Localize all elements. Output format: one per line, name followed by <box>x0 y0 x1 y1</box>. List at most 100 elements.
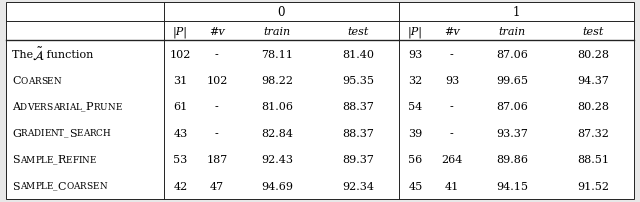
Text: 45: 45 <box>408 181 422 191</box>
Text: 93: 93 <box>445 76 459 86</box>
Text: 0: 0 <box>278 6 285 19</box>
Text: A: A <box>28 76 34 85</box>
Text: 93.37: 93.37 <box>497 128 529 138</box>
Text: T: T <box>58 129 65 138</box>
Text: S: S <box>41 76 47 85</box>
Text: |P|: |P| <box>173 26 188 37</box>
Text: O: O <box>20 76 28 85</box>
Text: O: O <box>67 181 74 190</box>
Text: E: E <box>44 129 51 138</box>
Text: 187: 187 <box>206 155 227 165</box>
Text: 80.28: 80.28 <box>577 49 609 59</box>
Text: U: U <box>100 102 108 112</box>
Text: 81.06: 81.06 <box>261 102 293 112</box>
Text: 95.35: 95.35 <box>342 76 374 86</box>
Text: E: E <box>115 102 122 112</box>
Text: 98.22: 98.22 <box>261 76 293 86</box>
Text: 78.11: 78.11 <box>262 49 293 59</box>
Text: D: D <box>20 102 27 112</box>
Text: H: H <box>102 129 110 138</box>
Text: I: I <box>79 155 82 164</box>
Text: A: A <box>74 181 80 190</box>
Text: #ᴠ: #ᴠ <box>209 27 225 37</box>
Text: 80.28: 80.28 <box>577 102 609 112</box>
Text: -: - <box>450 49 454 59</box>
Text: A: A <box>52 102 59 112</box>
Text: 94.15: 94.15 <box>497 181 529 191</box>
Text: 92.43: 92.43 <box>261 155 293 165</box>
Text: 91.52: 91.52 <box>577 181 609 191</box>
Text: P: P <box>86 102 93 112</box>
Text: 56: 56 <box>408 155 422 165</box>
Text: 32: 32 <box>408 76 422 86</box>
Text: A: A <box>69 102 76 112</box>
Text: 39: 39 <box>408 128 422 138</box>
Text: R: R <box>40 102 46 112</box>
Text: $\tilde{\mathcal{A}}$: $\tilde{\mathcal{A}}$ <box>32 46 45 63</box>
Text: test: test <box>583 27 604 37</box>
Text: D: D <box>34 129 41 138</box>
Text: train: train <box>264 27 291 37</box>
Text: S: S <box>46 102 52 112</box>
Text: _: _ <box>53 155 58 164</box>
Text: E: E <box>47 76 53 85</box>
Text: C: C <box>58 181 67 191</box>
Text: S: S <box>12 155 20 165</box>
Text: L: L <box>41 155 47 164</box>
Text: R: R <box>93 102 100 112</box>
Text: _: _ <box>81 102 86 112</box>
Text: N: N <box>51 129 58 138</box>
Text: 99.65: 99.65 <box>497 76 529 86</box>
Text: 94.37: 94.37 <box>577 76 609 86</box>
Text: E: E <box>66 155 72 164</box>
Text: E: E <box>33 102 40 112</box>
Text: P: P <box>35 181 41 190</box>
Text: 82.84: 82.84 <box>261 128 293 138</box>
Text: The: The <box>12 49 36 59</box>
Text: S: S <box>69 128 77 138</box>
Text: 53: 53 <box>173 155 188 165</box>
Text: -: - <box>215 49 219 59</box>
Text: 89.86: 89.86 <box>497 155 529 165</box>
Text: 88.51: 88.51 <box>577 155 609 165</box>
Text: 94.69: 94.69 <box>261 181 293 191</box>
Text: 264: 264 <box>441 155 463 165</box>
Text: -: - <box>215 102 219 112</box>
Text: -: - <box>215 128 219 138</box>
Text: 88.37: 88.37 <box>342 128 374 138</box>
Text: S: S <box>12 181 20 191</box>
Text: 102: 102 <box>170 49 191 59</box>
Text: E: E <box>93 181 99 190</box>
Text: I: I <box>66 102 69 112</box>
Text: L: L <box>76 102 81 112</box>
Text: 87.32: 87.32 <box>577 128 609 138</box>
Text: 88.37: 88.37 <box>342 102 374 112</box>
Text: 42: 42 <box>173 181 188 191</box>
Text: P: P <box>35 155 41 164</box>
Text: E: E <box>77 129 83 138</box>
Text: -: - <box>450 128 454 138</box>
Text: train: train <box>499 27 526 37</box>
Text: 41: 41 <box>445 181 459 191</box>
Text: C: C <box>12 76 20 86</box>
Text: 1: 1 <box>513 6 520 19</box>
Text: S: S <box>86 181 93 190</box>
Text: 43: 43 <box>173 128 188 138</box>
Text: A: A <box>83 129 89 138</box>
Text: function: function <box>43 49 93 59</box>
Text: _: _ <box>65 129 69 138</box>
Text: 87.06: 87.06 <box>497 102 529 112</box>
Text: 89.37: 89.37 <box>342 155 374 165</box>
Text: test: test <box>348 27 369 37</box>
Text: 81.40: 81.40 <box>342 49 374 59</box>
Text: V: V <box>27 102 33 112</box>
Text: E: E <box>47 181 53 190</box>
Text: C: C <box>96 129 102 138</box>
Text: E: E <box>90 155 96 164</box>
Text: A: A <box>28 129 34 138</box>
Text: 87.06: 87.06 <box>497 49 529 59</box>
Text: R: R <box>89 129 96 138</box>
Text: F: F <box>72 155 79 164</box>
Text: L: L <box>41 181 47 190</box>
Text: A: A <box>12 102 20 112</box>
